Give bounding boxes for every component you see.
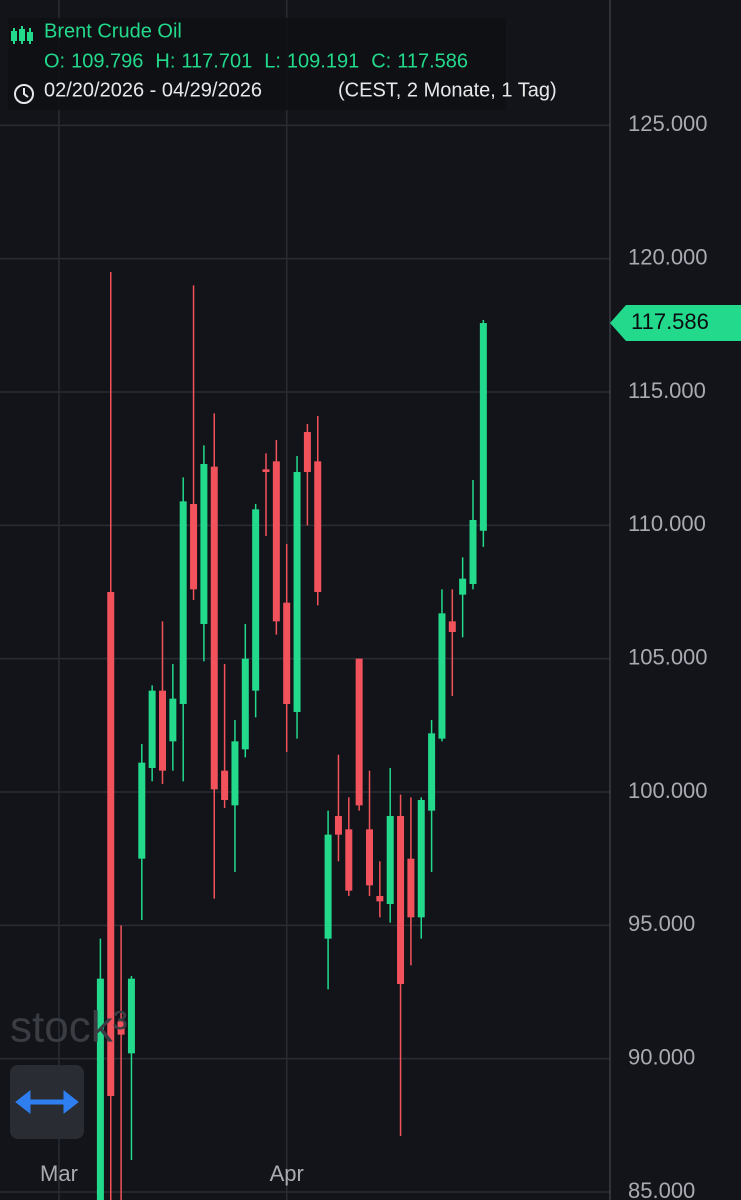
candle-body [303,432,311,472]
candle-body [252,509,260,691]
candle-body [148,690,156,768]
candle-body [479,323,487,531]
candle-body [190,504,198,590]
candles [96,272,487,1200]
candle-body [200,464,208,624]
x-tick-label: Apr [270,1161,304,1186]
candle-body [138,762,146,859]
x-tick-label: Mar [40,1161,78,1186]
y-tick-label: 90.000 [628,1044,695,1069]
candle-body [241,658,249,750]
date-range: 02/20/2026 - 04/29/2026 [44,79,262,101]
ohlc-icon [11,26,33,44]
ohlc-value: 109.796 [71,50,143,72]
y-tick-label: 120.000 [628,244,708,269]
ohlc-label: L: [264,50,281,72]
candle-body [314,461,322,592]
y-tick-label: 115.000 [628,378,706,403]
ohlc-value: 109.191 [287,50,359,72]
candle-body [345,829,353,891]
ohlc-value: 117.586 [397,50,468,72]
y-tick-label: 105.000 [628,644,708,669]
candle-body [386,816,394,904]
last-price-badge [610,305,741,342]
last-price-label: 117.586 [631,309,709,334]
candle-body [438,613,446,739]
ohlc-value: 117.701 [181,50,252,72]
clock-icon [14,84,34,104]
candle-body [117,1021,125,1035]
ohlc-label: C: [371,50,391,72]
ohlc-label: O: [44,50,65,72]
candle-body [407,858,415,918]
candle-body [283,602,291,704]
candle-body [417,800,425,918]
candle-body [96,978,104,1200]
candle-body [469,520,477,584]
y-tick-label: 100.000 [628,778,708,803]
candle-body [272,461,280,622]
candle-body [324,834,332,939]
candle-body [376,896,384,902]
candle-body [397,816,405,984]
candle-body [459,578,467,595]
candle-body [262,469,270,472]
candle-body [428,733,436,811]
candle-body [179,501,187,704]
candle-body [448,621,456,632]
candle-body [169,698,177,742]
arrow-icon [15,1089,79,1115]
candle-body [221,770,229,800]
candle-body [293,472,301,712]
chart-title: Brent Crude Oil [44,20,182,42]
candle-body [107,592,115,1096]
ohlc-label: H: [155,50,175,72]
candle-body [334,816,342,835]
y-tick-label: 95.000 [628,911,695,936]
candle-body [231,741,239,806]
range-info: (CEST, 2 Monate, 1 Tag) [338,79,557,101]
header-box [8,18,506,110]
candle-body [355,658,363,806]
y-tick-label: 110.000 [628,511,706,536]
candle-body [210,466,218,790]
y-tick-label: 125.000 [628,111,708,136]
candle-body [159,690,166,771]
candle-body [127,978,135,1054]
ohlc-readout: O: 109.796 H: 117.701 L: 109.191 C: 117.586 [44,50,468,72]
y-tick-label: 85.000 [628,1178,695,1200]
candle-body [366,829,373,886]
watermark: stock³ [10,1003,127,1052]
